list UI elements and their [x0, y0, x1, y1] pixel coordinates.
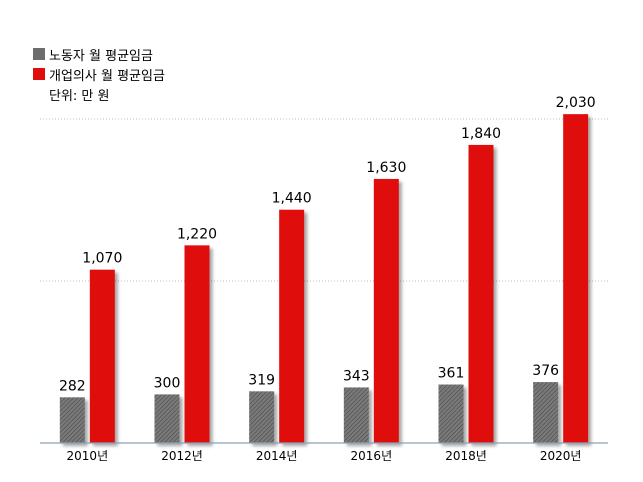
value-label-worker-1: 300	[154, 375, 181, 391]
x-tick-label-5: 2020년	[540, 449, 582, 463]
legend: 노동자 월 평균임금 개업의사 월 평균임금 단위: 만 원	[33, 44, 165, 104]
value-label-worker-0: 282	[59, 378, 86, 394]
unit-label: 단위: 만 원	[49, 88, 110, 104]
bar-worker-3	[343, 387, 369, 443]
x-tick-label-3: 2016년	[351, 449, 393, 463]
value-label-doctor-2: 1,440	[272, 191, 312, 207]
bar-worker-4	[438, 384, 464, 443]
bar-doctor-2	[279, 209, 305, 443]
bar-worker-5	[533, 382, 559, 443]
bar-worker-1	[154, 394, 180, 443]
value-label-doctor-1: 1,220	[177, 226, 217, 242]
bar-worker-2	[249, 391, 275, 443]
bars	[59, 114, 589, 444]
x-tick-label-2: 2014년	[256, 449, 298, 463]
legend-label-doctor: 개업의사 월 평균임금	[49, 68, 165, 84]
legend-swatch-doctor	[33, 68, 45, 80]
x-axis: 2010년 2012년 2014년 2016년 2018년 2020년	[40, 442, 608, 463]
value-label-doctor-3: 1,630	[366, 160, 406, 176]
value-labels: 282 1,070 300 1,220 319 1,440 343 1,630 361 1,840…	[59, 95, 596, 394]
value-label-worker-2: 319	[248, 372, 275, 388]
value-label-worker-3: 343	[343, 368, 370, 384]
bar-doctor-3	[373, 178, 399, 443]
legend-item-worker: 노동자 월 평균임금	[33, 44, 165, 64]
value-label-doctor-0: 1,070	[82, 251, 122, 267]
bar-doctor-4	[468, 144, 494, 444]
bar-doctor-1	[184, 245, 210, 443]
bar-doctor-5	[563, 114, 589, 443]
legend-item-doctor: 개업의사 월 평균임금	[33, 64, 165, 84]
value-label-worker-5: 376	[532, 363, 559, 379]
unit-note: 단위: 만 원	[33, 84, 165, 104]
legend-swatch-worker	[33, 48, 45, 60]
x-tick-label-0: 2010년	[67, 449, 109, 463]
bar-doctor-0	[89, 269, 115, 443]
x-tick-label-1: 2012년	[161, 449, 203, 463]
value-label-worker-4: 361	[438, 366, 465, 382]
legend-label-worker: 노동자 월 평균임금	[49, 48, 153, 64]
x-tick-label-4: 2018년	[445, 449, 487, 463]
value-label-doctor-4: 1,840	[461, 126, 501, 142]
gridlines	[40, 118, 608, 282]
bar-worker-0	[59, 397, 85, 443]
value-label-doctor-5: 2,030	[556, 95, 596, 111]
